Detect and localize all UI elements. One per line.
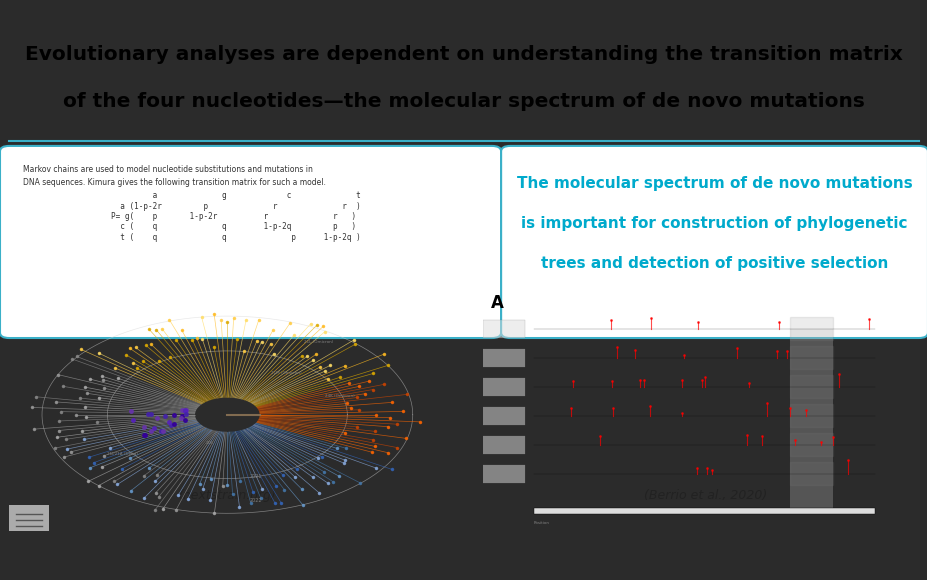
Text: is important for construction of phylogenetic: is important for construction of phyloge…	[521, 216, 907, 231]
Bar	[789, 462, 832, 485]
Text: Markov chains are used to model nucleotide substitutions and mutations in: Markov chains are used to model nucleoti…	[23, 165, 312, 173]
Bar	[789, 329, 832, 514]
Text: Position: Position	[533, 521, 549, 525]
Bar	[789, 404, 832, 427]
Text: 21K: 21K	[206, 441, 213, 445]
Text: 21M (Omicron): 21M (Omicron)	[271, 371, 301, 375]
Bar	[482, 378, 525, 396]
Text: trees and detection of positive selection: trees and detection of positive selectio…	[540, 256, 887, 271]
Text: 21L (Omicron): 21L (Omicron)	[303, 340, 333, 344]
Bar	[482, 407, 525, 425]
Text: A: A	[490, 294, 503, 312]
Bar	[533, 508, 874, 514]
Text: 21I/21A (Delta): 21I/21A (Delta)	[108, 452, 138, 456]
Text: (nextstrain.org): (nextstrain.org)	[178, 489, 276, 502]
Bar	[482, 320, 525, 338]
Bar	[789, 375, 832, 398]
Text: Evolutionary analyses are dependent on understanding the transition matrix: Evolutionary analyses are dependent on u…	[25, 45, 902, 64]
Text: a              g             c              t
  a (1-p-2r         p             : a g c t a (1-p-2r p	[111, 191, 361, 242]
Text: The molecular spectrum of de novo mutations: The molecular spectrum of de novo mutati…	[516, 176, 911, 191]
FancyBboxPatch shape	[501, 146, 927, 338]
Bar	[789, 346, 832, 369]
Bar	[789, 433, 832, 456]
Bar	[482, 349, 525, 367]
Bar	[482, 436, 525, 454]
Text: of the four nucleotides—the molecular spectrum of de novo mutations: of the four nucleotides—the molecular sp…	[63, 92, 864, 111]
Bar	[789, 317, 832, 340]
Text: DNA sequences. Kimura gives the following transition matrix for such a model.: DNA sequences. Kimura gives the followin…	[23, 178, 325, 187]
Text: (Berrio et al., 2020): (Berrio et al., 2020)	[643, 489, 766, 502]
Bar	[9, 505, 48, 531]
Bar	[482, 465, 525, 483]
FancyBboxPatch shape	[0, 146, 501, 338]
Text: 2022: 2022	[248, 498, 261, 503]
Text: 2021: 2021	[248, 474, 261, 480]
Text: 24K (Omicron): 24K (Omicron)	[325, 394, 355, 398]
